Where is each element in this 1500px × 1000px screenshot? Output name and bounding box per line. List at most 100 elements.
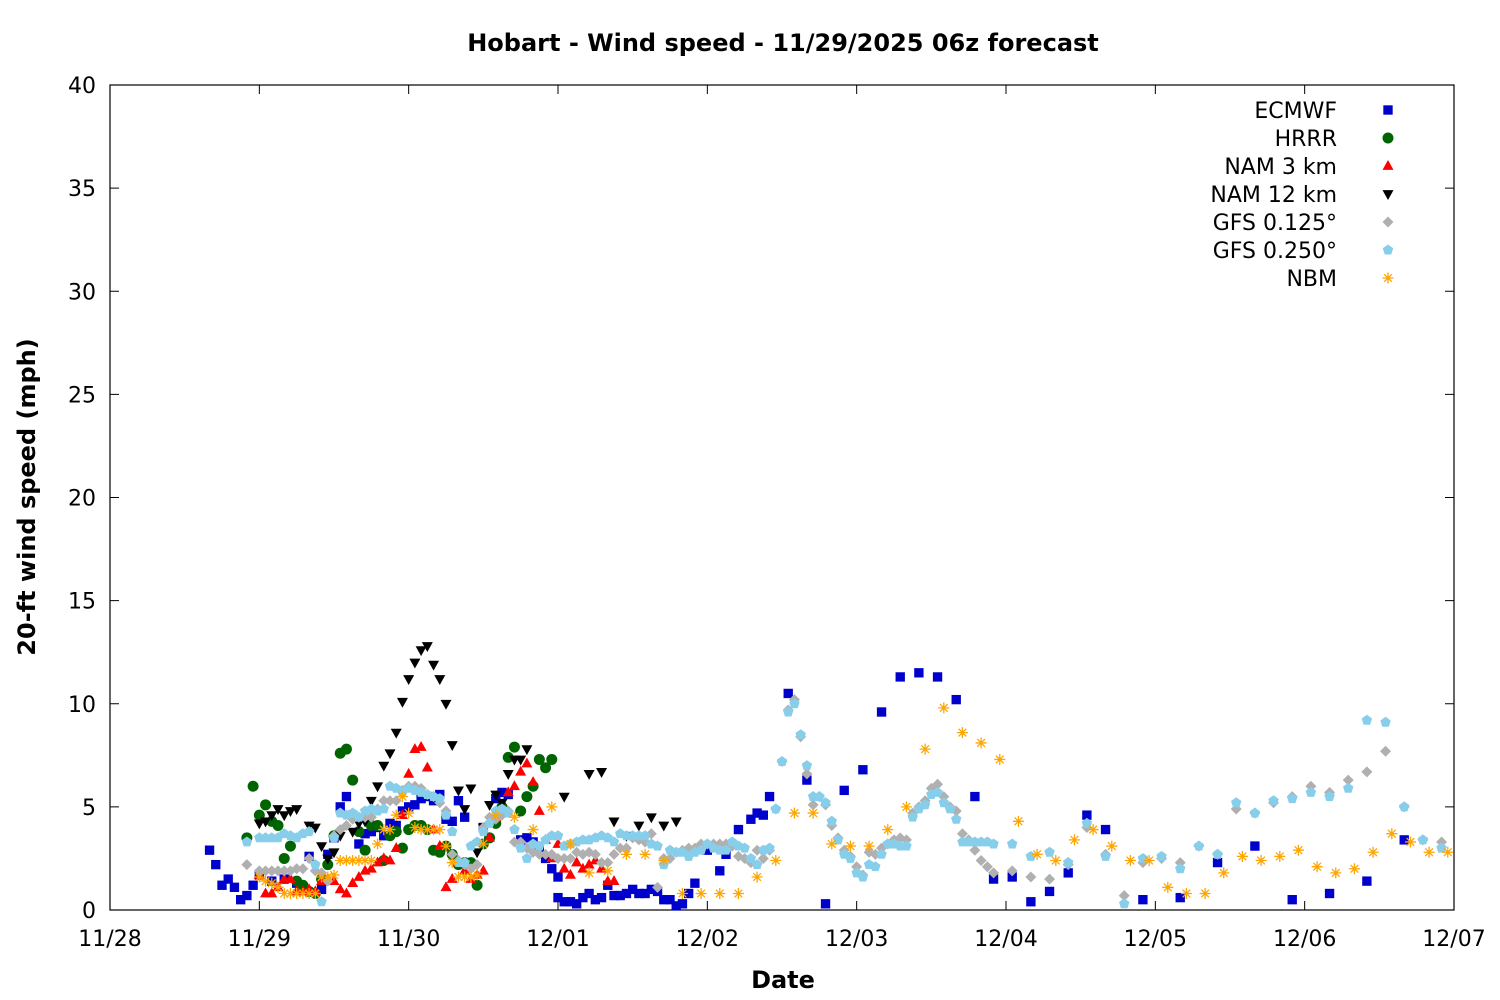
data-point xyxy=(272,881,284,893)
data-point xyxy=(1026,897,1036,907)
data-point xyxy=(988,838,999,849)
data-point xyxy=(639,830,651,841)
x-tick-label: 12/06 xyxy=(1273,927,1336,952)
legend-label: HRRR xyxy=(1275,127,1337,152)
data-point xyxy=(863,840,875,852)
data-point xyxy=(564,868,576,879)
data-point xyxy=(571,856,583,867)
data-point xyxy=(1436,842,1447,853)
data-point xyxy=(553,872,563,882)
data-point xyxy=(746,814,756,824)
data-point xyxy=(596,892,607,903)
data-point xyxy=(384,854,396,865)
data-point xyxy=(235,895,246,905)
data-point xyxy=(322,859,334,871)
legend-marker xyxy=(1382,190,1394,201)
data-point xyxy=(1082,810,1092,820)
data-point xyxy=(309,823,321,834)
data-point xyxy=(938,797,950,808)
data-point xyxy=(801,768,813,780)
data-point xyxy=(340,743,352,755)
data-point xyxy=(634,888,644,899)
data-point xyxy=(241,859,253,871)
y-tick-label: 15 xyxy=(68,590,96,615)
data-point xyxy=(646,884,657,895)
data-point xyxy=(627,884,638,895)
data-point xyxy=(378,803,390,814)
data-point xyxy=(907,811,918,822)
data-point xyxy=(384,824,396,836)
data-point xyxy=(390,826,402,838)
data-point xyxy=(1081,817,1093,828)
data-point xyxy=(223,874,233,884)
x-axis-label: Date xyxy=(751,966,815,994)
data-point xyxy=(403,802,414,812)
data-point xyxy=(944,803,956,814)
data-point xyxy=(895,672,905,682)
data-point xyxy=(1287,895,1297,905)
data-point xyxy=(527,776,539,786)
data-point xyxy=(266,887,278,898)
legend-label: NBM xyxy=(1286,267,1337,292)
data-point xyxy=(334,855,346,866)
legend-marker xyxy=(1382,272,1394,284)
data-point xyxy=(1106,840,1118,852)
data-point xyxy=(453,796,464,806)
data-point xyxy=(452,871,464,883)
data-point xyxy=(459,857,470,868)
data-points xyxy=(204,642,1454,911)
data-point xyxy=(428,824,440,836)
data-point xyxy=(396,697,408,708)
data-point xyxy=(608,848,620,860)
data-point xyxy=(447,816,457,826)
data-point xyxy=(365,796,377,807)
data-point xyxy=(353,855,365,866)
data-point xyxy=(546,753,558,765)
data-point xyxy=(702,845,713,855)
data-point xyxy=(559,897,569,907)
data-point xyxy=(720,844,732,855)
data-point xyxy=(533,848,545,860)
data-point xyxy=(1193,840,1205,851)
data-point xyxy=(540,848,552,860)
data-point xyxy=(266,865,278,877)
data-point xyxy=(1143,855,1155,866)
data-point xyxy=(366,826,377,837)
data-point xyxy=(1118,898,1130,909)
data-point xyxy=(347,827,359,838)
data-point xyxy=(558,792,570,803)
data-point xyxy=(783,688,793,699)
data-point xyxy=(527,824,539,836)
data-point xyxy=(409,658,421,669)
data-point xyxy=(739,842,750,853)
data-point xyxy=(564,852,576,864)
data-point xyxy=(956,727,968,739)
chart-title: Hobart - Wind speed - 11/29/2025 06z for… xyxy=(467,29,1099,57)
data-point xyxy=(583,858,595,869)
legend-label: NAM 12 km xyxy=(1210,183,1337,208)
y-tick-label: 0 xyxy=(82,899,96,924)
series-gfs-0-250- xyxy=(241,698,1447,909)
data-point xyxy=(932,672,943,682)
data-point xyxy=(521,757,533,768)
series-nbm xyxy=(253,702,1454,899)
data-point xyxy=(652,881,664,893)
data-point xyxy=(421,824,433,836)
data-point xyxy=(1230,797,1242,808)
data-point xyxy=(410,800,420,810)
data-point xyxy=(658,855,670,866)
data-point xyxy=(522,833,532,843)
data-point xyxy=(508,836,520,848)
data-point xyxy=(253,819,265,830)
data-point xyxy=(484,800,496,811)
data-point xyxy=(378,824,390,836)
data-point xyxy=(1063,868,1073,878)
data-point xyxy=(340,855,352,866)
data-point xyxy=(801,760,813,771)
data-point xyxy=(609,890,619,901)
data-point xyxy=(975,855,987,866)
data-point xyxy=(490,790,502,801)
data-point xyxy=(297,888,309,899)
data-point xyxy=(752,808,762,818)
data-point xyxy=(578,892,588,903)
